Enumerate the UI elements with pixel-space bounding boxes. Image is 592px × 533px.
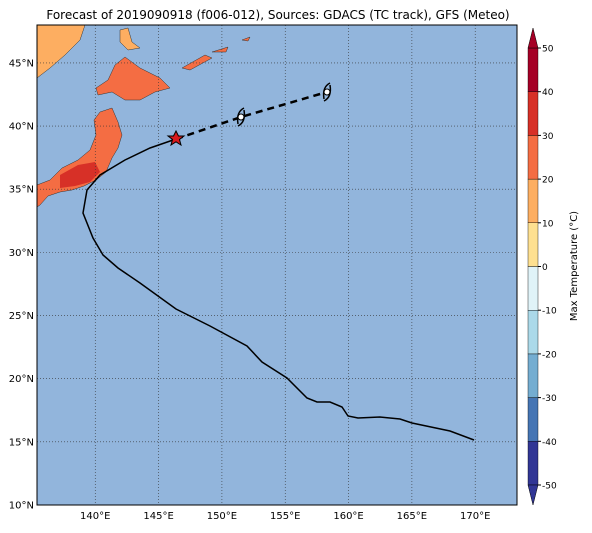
colorbar-tick-label: 50: [542, 45, 554, 55]
colorbar-segment: [527, 91, 539, 136]
land: [95, 56, 171, 101]
lat-label: 45°N: [9, 58, 34, 69]
colorbar-segment: [527, 441, 539, 486]
past-track: [82, 138, 475, 441]
land: [37, 25, 86, 79]
colorbar-segment: [527, 178, 539, 224]
colorbar-tick-label: 20: [542, 176, 554, 186]
lon-label: 155°E: [270, 511, 300, 522]
map-frame: [36, 24, 518, 506]
lon-label: 150°E: [207, 511, 237, 522]
ocean: [37, 25, 517, 505]
land: [181, 36, 251, 71]
colorbar-extend: [527, 484, 539, 506]
lat-label: 35°N: [9, 185, 34, 196]
lat-label: 40°N: [9, 122, 34, 133]
map-area: [37, 25, 517, 505]
colorbar-segment: [527, 266, 539, 311]
land: [119, 27, 141, 51]
lon-label: 140°E: [80, 511, 110, 522]
colorbar-tick-label: 40: [542, 88, 554, 98]
land: [37, 107, 123, 208]
colorbar-extend: [527, 27, 539, 49]
lon-label: 170°E: [460, 511, 490, 522]
colorbar-segment: [527, 47, 539, 92]
colorbar-label: Max Temperature (°C): [569, 211, 580, 321]
colorbar-segment: [527, 222, 539, 267]
lon-label: 160°E: [333, 511, 363, 522]
colorbar-tick-label: -40: [542, 438, 557, 448]
lon-label: 165°E: [397, 511, 427, 522]
colorbar-tick-label: -50: [542, 482, 557, 492]
colorbar-segment: [527, 397, 539, 442]
current-position: [166, 129, 186, 147]
storm-symbol: [236, 107, 246, 127]
colorbar-segment: [527, 353, 539, 398]
colorbar-tick-label: -30: [542, 394, 557, 404]
lat-label: 10°N: [9, 501, 34, 512]
colorbar-tick-label: 0: [542, 263, 548, 273]
colorbar-segment: [527, 310, 539, 355]
lat-label: 25°N: [9, 311, 34, 322]
lat-label: 20°N: [9, 374, 34, 385]
land: [60, 162, 100, 188]
lat-label: 15°N: [9, 437, 34, 448]
colorbar-tick-label: -10: [542, 307, 557, 317]
storm-symbol: [322, 82, 332, 102]
lon-label: 145°E: [143, 511, 173, 522]
colorbar-tick-label: 30: [542, 132, 554, 142]
colorbar-tick-label: -20: [542, 350, 557, 360]
colorbar-tick-label: 10: [542, 219, 554, 229]
colorbar-segment: [527, 135, 539, 180]
title: Forecast of 2019090918 (f006-012), Sourc…: [46, 8, 509, 22]
lat-label: 30°N: [9, 248, 34, 259]
